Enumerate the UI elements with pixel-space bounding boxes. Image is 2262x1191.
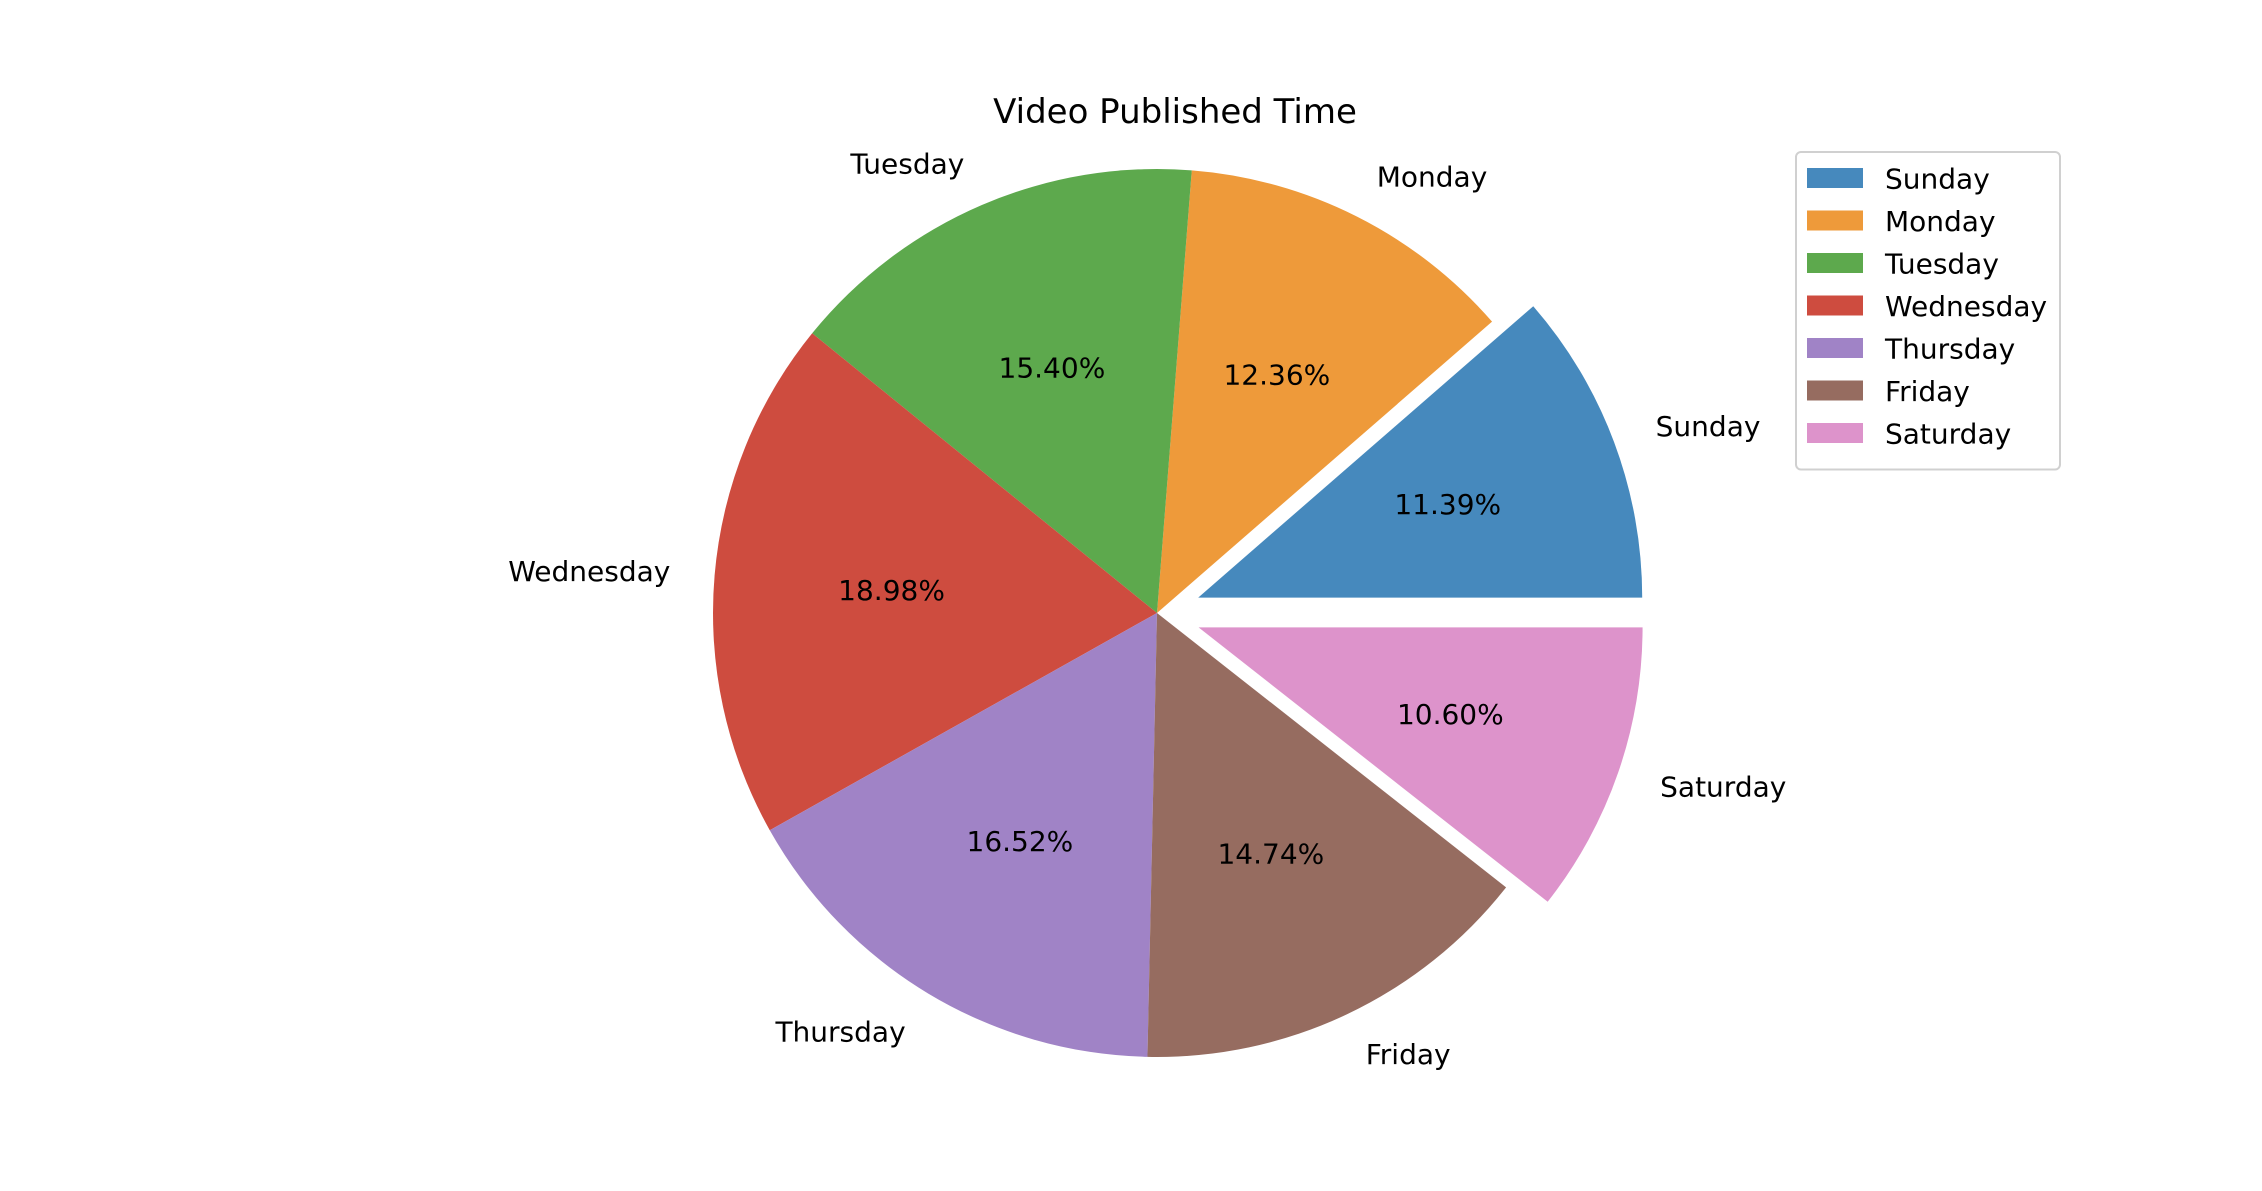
legend-swatch-tuesday (1807, 253, 1863, 273)
slice-label-wednesday: Wednesday (508, 555, 670, 588)
pie-slice-saturday (1198, 627, 1643, 902)
percent-label-saturday: 10.60% (1397, 698, 1504, 731)
percent-label-monday: 12.36% (1223, 359, 1330, 392)
percent-label-sunday: 11.39% (1394, 488, 1501, 521)
legend-swatch-sunday (1807, 168, 1863, 188)
pie-percent-labels: 11.39% 12.36% 15.40% 18.98% 16.52% 14.74% 10.6… (838, 352, 1504, 871)
legend-label-sunday: Sunday (1885, 163, 1990, 196)
legend-label-saturday: Saturday (1885, 418, 2011, 451)
percent-label-thursday: 16.52% (967, 825, 1074, 858)
slice-label-thursday: Thursday (774, 1015, 905, 1048)
pie-slices (712, 169, 1643, 1058)
percent-label-wednesday: 18.98% (838, 574, 945, 607)
legend-label-monday: Monday (1885, 205, 1996, 238)
legend-label-thursday: Thursday (1884, 333, 2015, 366)
pie-category-labels: Sunday Monday Tuesday Wednesday Thursday Frid… (508, 148, 1786, 1071)
legend-label-friday: Friday (1885, 375, 1970, 408)
pie-slice-monday (1157, 170, 1493, 613)
slice-label-saturday: Saturday (1660, 771, 1786, 804)
pie-slice-wednesday (712, 333, 1157, 831)
chart-title: Video Published Time (993, 92, 1357, 132)
pie-slice-thursday (769, 613, 1157, 1057)
legend-label-tuesday: Tuesday (1884, 248, 1999, 281)
pie-slice-tuesday (812, 169, 1192, 613)
legend-label-wednesday: Wednesday (1885, 290, 2047, 323)
slice-label-friday: Friday (1366, 1038, 1451, 1071)
legend-swatch-wednesday (1807, 295, 1863, 316)
slice-label-monday: Monday (1377, 160, 1488, 193)
legend: Sunday Monday Tuesday Wednesday Thursday Frid… (1795, 151, 2061, 471)
slice-label-sunday: Sunday (1656, 410, 1761, 443)
pie-slice-friday (1147, 613, 1507, 1058)
pie-slice-sunday (1198, 306, 1643, 598)
legend-swatch-saturday (1807, 423, 1863, 443)
legend-swatch-thursday (1807, 338, 1863, 358)
percent-label-tuesday: 15.40% (999, 352, 1106, 385)
legend-swatch-monday (1807, 210, 1863, 231)
slice-label-tuesday: Tuesday (849, 148, 964, 181)
percent-label-friday: 14.74% (1217, 837, 1324, 870)
legend-swatch-friday (1807, 380, 1863, 401)
